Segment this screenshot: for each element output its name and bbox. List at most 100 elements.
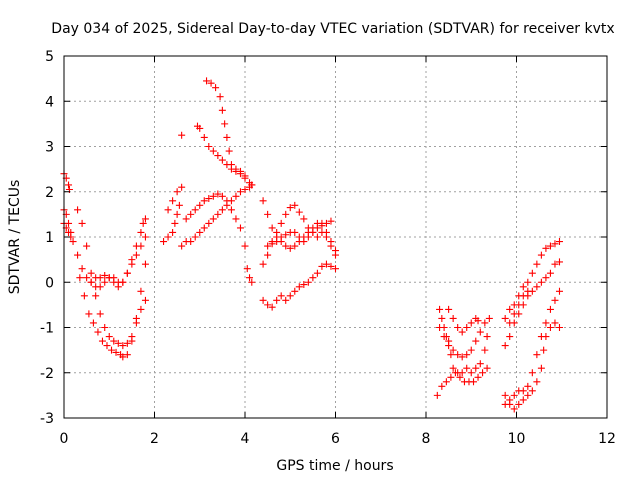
data-point — [468, 347, 475, 354]
data-point — [187, 211, 194, 218]
data-point — [137, 288, 144, 295]
data-point — [115, 283, 122, 290]
data-point — [260, 297, 267, 304]
data-point — [438, 383, 445, 390]
data-point — [232, 215, 239, 222]
data-point — [237, 224, 244, 231]
data-point — [65, 181, 72, 188]
data-point — [506, 333, 513, 340]
data-point — [529, 387, 536, 394]
data-point — [228, 161, 235, 168]
data-point — [210, 148, 217, 155]
data-point — [74, 206, 81, 213]
data-point — [232, 193, 239, 200]
data-point — [219, 206, 226, 213]
data-point — [529, 369, 536, 376]
data-point — [551, 297, 558, 304]
data-point — [119, 279, 126, 286]
series-group — [165, 184, 186, 214]
data-point — [142, 297, 149, 304]
data-point — [502, 401, 509, 408]
data-point — [486, 315, 493, 322]
data-point — [264, 211, 271, 218]
data-point — [309, 274, 316, 281]
data-point — [171, 220, 178, 227]
y-tick-label: -2 — [40, 366, 54, 382]
data-point — [81, 292, 88, 299]
data-point — [484, 333, 491, 340]
data-point — [282, 211, 289, 218]
chart-title: Day 034 of 2025, Sidereal Day-to-day VTE… — [51, 21, 614, 37]
data-point — [438, 315, 445, 322]
data-point — [540, 347, 547, 354]
data-point — [165, 234, 172, 241]
data-point — [538, 365, 545, 372]
data-point — [124, 270, 131, 277]
series-group — [76, 261, 149, 361]
data-point — [296, 209, 303, 216]
data-point — [137, 306, 144, 313]
data-point — [79, 265, 86, 272]
data-point — [183, 215, 190, 222]
data-point — [83, 274, 90, 281]
x-tick-label: 2 — [150, 431, 159, 447]
data-point — [327, 238, 334, 245]
data-point — [97, 283, 104, 290]
data-point — [434, 392, 441, 399]
data-point — [542, 319, 549, 326]
data-point — [169, 197, 176, 204]
data-point — [314, 234, 321, 241]
series-group — [260, 261, 339, 311]
data-point — [219, 107, 226, 114]
data-point — [210, 215, 217, 222]
data-point — [217, 93, 224, 100]
data-point — [242, 243, 249, 250]
series-group — [445, 306, 481, 336]
data-point — [472, 365, 479, 372]
data-point — [529, 270, 536, 277]
x-tick-label: 6 — [331, 431, 340, 447]
data-point — [484, 365, 491, 372]
data-point — [79, 220, 86, 227]
data-point — [223, 197, 230, 204]
data-point — [273, 229, 280, 236]
data-point — [309, 229, 316, 236]
data-point — [137, 243, 144, 250]
data-point — [481, 319, 488, 326]
data-point — [479, 369, 486, 376]
data-point — [228, 206, 235, 213]
data-point — [110, 279, 117, 286]
series-group — [61, 170, 73, 193]
x-tick-label: 10 — [508, 431, 526, 447]
data-point — [538, 333, 545, 340]
data-point — [542, 274, 549, 281]
data-point — [192, 206, 199, 213]
data-point — [520, 387, 527, 394]
data-point — [556, 288, 563, 295]
data-point — [196, 229, 203, 236]
data-point — [92, 292, 99, 299]
data-point — [214, 211, 221, 218]
data-point — [264, 252, 271, 259]
data-point — [178, 243, 185, 250]
x-tick-label: 8 — [422, 431, 431, 447]
data-point — [133, 252, 140, 259]
data-point — [533, 261, 540, 268]
data-point — [300, 215, 307, 222]
data-points — [61, 77, 563, 412]
data-point — [463, 324, 470, 331]
data-point — [90, 319, 97, 326]
data-point — [447, 374, 454, 381]
data-point — [178, 132, 185, 139]
data-point — [502, 342, 509, 349]
data-point — [83, 243, 90, 250]
y-tick-label: 3 — [45, 140, 54, 156]
data-point — [137, 229, 144, 236]
data-point — [273, 297, 280, 304]
data-point — [226, 148, 233, 155]
data-point — [212, 84, 219, 91]
data-point — [291, 288, 298, 295]
data-point — [547, 306, 554, 313]
data-point — [551, 319, 558, 326]
data-point — [88, 270, 95, 277]
